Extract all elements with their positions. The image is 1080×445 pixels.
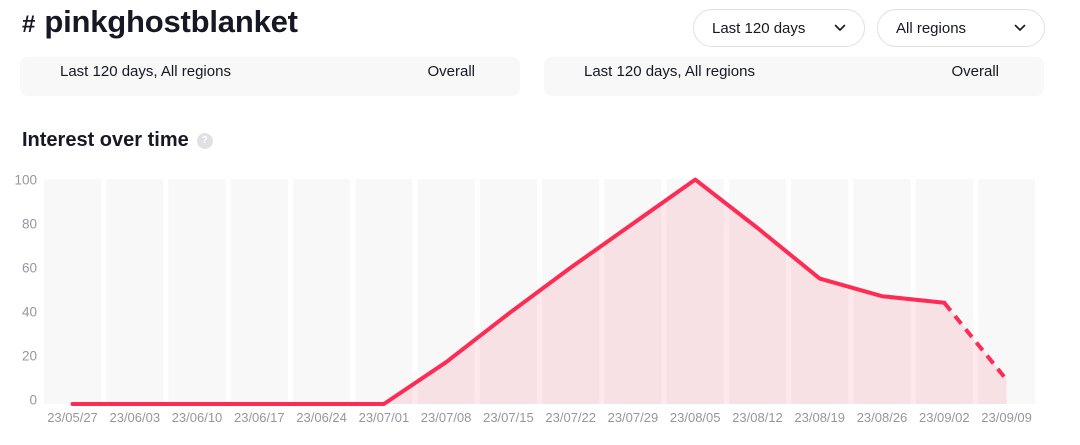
region-value: All regions bbox=[896, 19, 967, 37]
x-axis-label: 23/06/24 bbox=[296, 410, 347, 425]
page-title: # pinkghostblanket bbox=[22, 4, 298, 40]
y-axis-label: 0 bbox=[29, 393, 37, 408]
hashtag-name: pinkghostblanket bbox=[44, 4, 298, 39]
card-filter-summary: Last 120 days, All regions bbox=[584, 63, 755, 80]
week-band bbox=[666, 179, 724, 404]
summary-card-right: Last 120 days, All regions Overall bbox=[544, 57, 1044, 96]
x-axis-label: 23/07/08 bbox=[421, 410, 472, 425]
chevron-down-icon bbox=[834, 24, 846, 31]
help-icon[interactable]: ? bbox=[196, 132, 213, 149]
trend-line-solid bbox=[70, 177, 947, 406]
y-axis-label: 20 bbox=[22, 349, 37, 364]
card-tab-overall: Overall bbox=[951, 63, 999, 80]
week-band bbox=[293, 179, 351, 404]
x-axis-label: 23/06/17 bbox=[234, 410, 285, 425]
x-axis-label: 23/09/02 bbox=[919, 410, 970, 425]
week-band bbox=[604, 179, 662, 404]
week-band bbox=[479, 179, 537, 404]
x-axis-label: 23/07/22 bbox=[545, 410, 596, 425]
chevron-down-icon bbox=[1014, 24, 1026, 31]
week-band bbox=[728, 179, 787, 404]
y-axis-label: 100 bbox=[14, 173, 37, 188]
section-header: Interest over time ? bbox=[22, 129, 213, 152]
week-band bbox=[106, 179, 164, 404]
filter-bar: Last 120 days All regions bbox=[693, 9, 1045, 47]
x-axis-label: 23/07/01 bbox=[359, 410, 410, 425]
chart-canvas[interactable]: 0 20 40 60 80 100 23/05/27 23/06/03 23/06/10 23/0… bbox=[0, 165, 1080, 445]
week-band bbox=[43, 179, 102, 404]
week-band bbox=[417, 179, 475, 404]
x-axis-label: 23/08/05 bbox=[670, 410, 721, 425]
hashtag-symbol: # bbox=[22, 11, 36, 38]
x-axis-label: 23/08/12 bbox=[732, 410, 783, 425]
week-band bbox=[355, 179, 413, 404]
x-axis-label: 23/05/27 bbox=[47, 410, 98, 425]
x-axis-label: 23/06/10 bbox=[172, 410, 223, 425]
week-band bbox=[915, 179, 973, 404]
x-axis-label: 23/08/26 bbox=[857, 410, 908, 425]
x-axis-label: 23/07/15 bbox=[483, 410, 534, 425]
week-band bbox=[791, 179, 849, 404]
week-band bbox=[542, 179, 600, 404]
section-title: Interest over time bbox=[22, 129, 189, 151]
y-axis-label: 80 bbox=[22, 217, 37, 232]
summary-card-left: Last 120 days, All regions Overall bbox=[20, 57, 520, 96]
summary-cards-row: Last 120 days, All regions Overall Last … bbox=[20, 57, 1044, 96]
week-band bbox=[230, 179, 288, 404]
card-filter-summary: Last 120 days, All regions bbox=[60, 63, 231, 80]
x-axis-label: 23/06/03 bbox=[109, 410, 160, 425]
x-axis-label: 23/09/09 bbox=[981, 410, 1032, 425]
interest-over-time-chart[interactable]: 0 20 40 60 80 100 23/05/27 23/06/03 23/06/10 23/0… bbox=[0, 165, 1080, 445]
x-axis-label: 23/07/29 bbox=[608, 410, 659, 425]
week-band bbox=[168, 179, 226, 404]
y-axis-label: 60 bbox=[22, 261, 37, 276]
card-tab-overall: Overall bbox=[427, 63, 475, 80]
date-range-value: Last 120 days bbox=[712, 19, 806, 37]
region-dropdown[interactable]: All regions bbox=[877, 9, 1045, 47]
y-axis-label: 40 bbox=[22, 305, 37, 320]
week-band bbox=[978, 179, 1036, 404]
x-axis-label: 23/08/19 bbox=[794, 410, 845, 425]
date-range-dropdown[interactable]: Last 120 days bbox=[693, 9, 865, 47]
